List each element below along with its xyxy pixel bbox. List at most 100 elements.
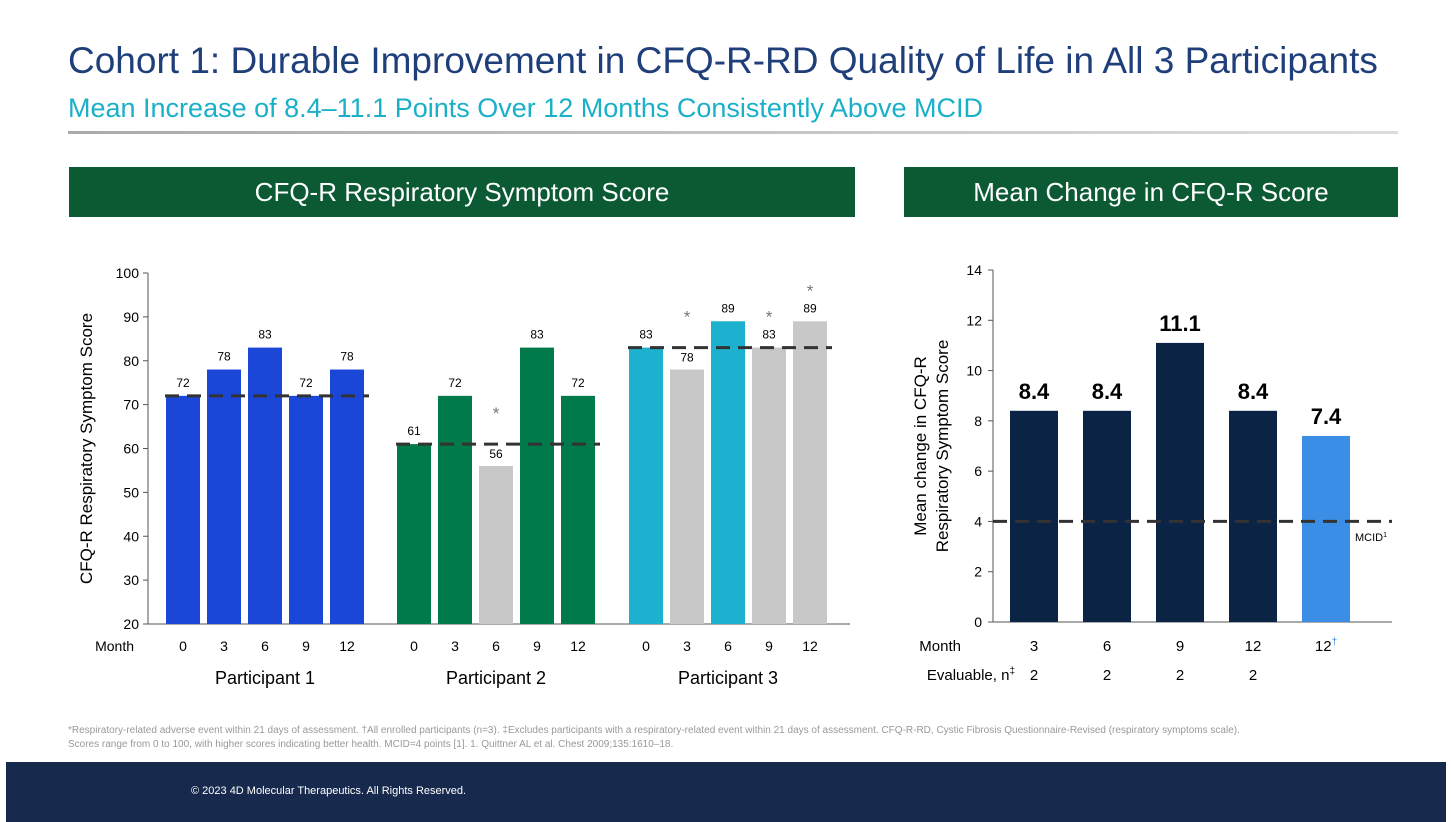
x-tick-label: 12† (1315, 637, 1337, 655)
footnotes: *Respiratory-related adverse event withi… (68, 724, 1368, 752)
bar (166, 395, 200, 624)
y-tick-label: 40 (123, 528, 139, 544)
adverse-event-marker: * (493, 404, 500, 423)
x-axis-label: Month (95, 638, 134, 654)
evaluable-value: 2 (1103, 667, 1111, 684)
bar (629, 347, 663, 624)
adverse-event-marker: * (766, 308, 773, 327)
copyright: © 2023 4D Molecular Therapeutics. All Ri… (191, 785, 467, 797)
bar (520, 347, 554, 624)
y-tick-label: 90 (123, 309, 139, 325)
group-label: Participant 1 (215, 668, 315, 688)
y-tick-label: 20 (123, 616, 139, 632)
data-label: 78 (680, 351, 694, 365)
bar (561, 395, 595, 624)
data-label: 83 (639, 328, 653, 342)
y-axis-label: CFQ-R Respiratory Symptom Score (77, 313, 96, 584)
x-tick-label: 3 (220, 638, 228, 654)
slide-subtitle: Mean Increase of 8.4–11.1 Points Over 12… (68, 93, 983, 123)
bar (438, 395, 472, 624)
data-label: 89 (721, 301, 735, 315)
adverse-event-marker: * (807, 281, 814, 300)
data-label: 11.1 (1159, 311, 1201, 336)
x-tick-label: 0 (179, 638, 187, 654)
data-label: 8.4 (1238, 379, 1269, 404)
y-tick-label: 30 (123, 572, 139, 588)
group-label: Participant 2 (446, 668, 546, 688)
x-tick-label: 3 (451, 638, 459, 654)
y-tick-label: 6 (974, 463, 982, 479)
bar (1156, 342, 1204, 622)
bar (711, 321, 745, 624)
x-tick-label: 6 (261, 638, 269, 654)
footnote-line-1: *Respiratory-related adverse event withi… (68, 725, 1240, 736)
data-label: 72 (299, 376, 313, 390)
x-tick-label: 9 (302, 638, 310, 654)
mcid-label: MCID1 (1355, 532, 1387, 544)
data-label: 7.4 (1311, 404, 1342, 429)
data-label: 83 (762, 328, 776, 342)
slide-title: Cohort 1: Durable Improvement in CFQ-R-R… (68, 40, 1378, 81)
data-label: 61 (407, 424, 421, 438)
bar (248, 347, 282, 624)
bar (670, 369, 704, 624)
y-tick-label: 10 (966, 363, 982, 379)
y-tick-label: 80 (123, 353, 139, 369)
y-tick-label: 2 (974, 564, 982, 580)
x-tick-label: 3 (683, 638, 691, 654)
x-tick-label: 9 (1176, 638, 1184, 655)
data-label: 89 (803, 301, 817, 315)
y-tick-label: 50 (123, 484, 139, 500)
x-tick-label: 9 (533, 638, 541, 654)
bar (1083, 410, 1131, 622)
y-axis-label-line2: Respiratory Symptom Score (933, 340, 952, 553)
y-tick-label: 12 (966, 312, 982, 328)
bar (1010, 410, 1058, 622)
x-tick-label: 6 (724, 638, 732, 654)
bar (1229, 410, 1277, 622)
x-tick-label: 3 (1030, 638, 1038, 655)
bar (397, 444, 431, 624)
y-tick-label: 8 (974, 413, 982, 429)
bar (479, 466, 513, 624)
evaluable-value: 2 (1030, 667, 1038, 684)
title-divider (68, 131, 1398, 134)
data-label: 72 (571, 376, 585, 390)
x-tick-label: 12 (570, 638, 586, 654)
bar (793, 321, 827, 624)
data-label: 8.4 (1019, 379, 1050, 404)
data-label: 8.4 (1092, 379, 1123, 404)
y-tick-label: 70 (123, 397, 139, 413)
bar (207, 369, 241, 624)
x-tick-label: 12 (802, 638, 818, 654)
evaluable-value: 2 (1176, 667, 1184, 684)
bar (752, 347, 786, 624)
x-tick-label: 0 (410, 638, 418, 654)
data-label: 72 (176, 376, 190, 390)
evaluable-label: Evaluable, n‡ (927, 666, 1015, 684)
bar (330, 369, 364, 624)
data-label: 83 (530, 328, 544, 342)
y-tick-label: 14 (966, 262, 982, 278)
x-tick-label: 12 (1245, 638, 1262, 655)
group-label: Participant 3 (678, 668, 778, 688)
footnote-line-2: Scores range from 0 to 100, with higher … (68, 739, 674, 750)
x-tick-label: 12 (339, 638, 355, 654)
y-tick-label: 0 (974, 614, 982, 630)
bar (289, 395, 323, 624)
evaluable-value: 2 (1249, 667, 1257, 684)
y-tick-label: 100 (116, 265, 140, 281)
x-tick-label: 9 (765, 638, 773, 654)
footer-bar: © 2023 4D Molecular Therapeutics. All Ri… (6, 762, 1446, 822)
x-tick-label: 0 (642, 638, 650, 654)
data-label: 83 (258, 328, 272, 342)
right-chart-header: Mean Change in CFQ-R Score (904, 167, 1398, 217)
adverse-event-marker: * (684, 308, 691, 327)
data-label: 78 (217, 350, 231, 364)
data-label: 78 (340, 350, 354, 364)
x-axis-label: Month (919, 638, 961, 655)
y-axis-label-line1: Mean change in CFQ-R (911, 356, 930, 536)
bar (1302, 435, 1350, 622)
